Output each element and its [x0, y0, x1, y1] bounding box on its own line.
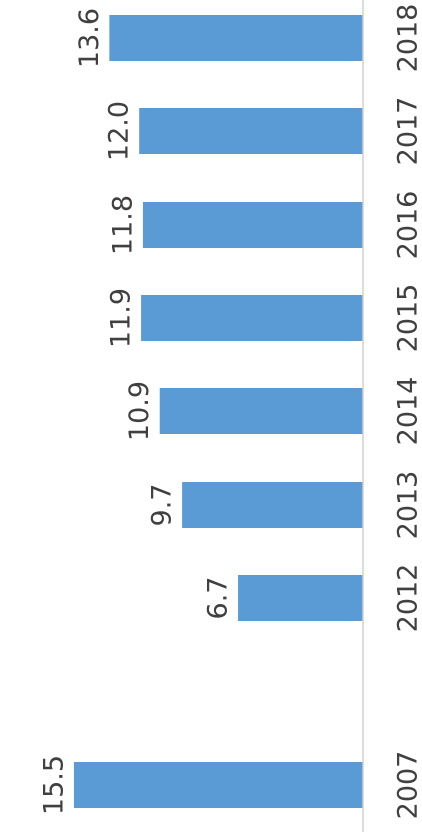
value-label-2018: 13.6: [74, 8, 105, 68]
category-labels-group: 2018 2017 2016 2015 2014 2013 2012 2007: [393, 4, 422, 820]
bar-2018: [109, 15, 363, 61]
category-label-2016: 2016: [393, 191, 422, 260]
value-label-2016: 11.8: [107, 195, 138, 255]
category-label-2013: 2013: [393, 471, 422, 540]
value-labels-group: 13.6 12.0 11.8 11.9 10.9 9.7 6.7 15.5: [38, 8, 233, 815]
category-label-2015: 2015: [393, 284, 422, 353]
value-label-2015: 11.9: [106, 288, 137, 348]
bars-group: [73, 15, 364, 808]
value-label-2013: 9.7: [147, 484, 178, 527]
bar-2012: [238, 575, 363, 621]
bar-2007: [73, 762, 364, 808]
bar-2014: [159, 388, 363, 434]
bar-2017: [139, 108, 363, 154]
bar-2013: [182, 482, 363, 528]
category-label-2007: 2007: [393, 751, 422, 820]
category-label-2014: 2014: [393, 377, 422, 446]
bar-2016: [142, 202, 363, 248]
value-label-2014: 10.9: [124, 381, 155, 441]
value-label-2017: 12.0: [104, 101, 135, 161]
category-label-2012: 2012: [393, 564, 422, 633]
category-label-2018: 2018: [393, 4, 422, 73]
value-label-2012: 6.7: [203, 577, 234, 620]
value-label-2007: 15.5: [38, 755, 69, 815]
category-label-2017: 2017: [393, 97, 422, 166]
bar-2015: [141, 295, 363, 341]
